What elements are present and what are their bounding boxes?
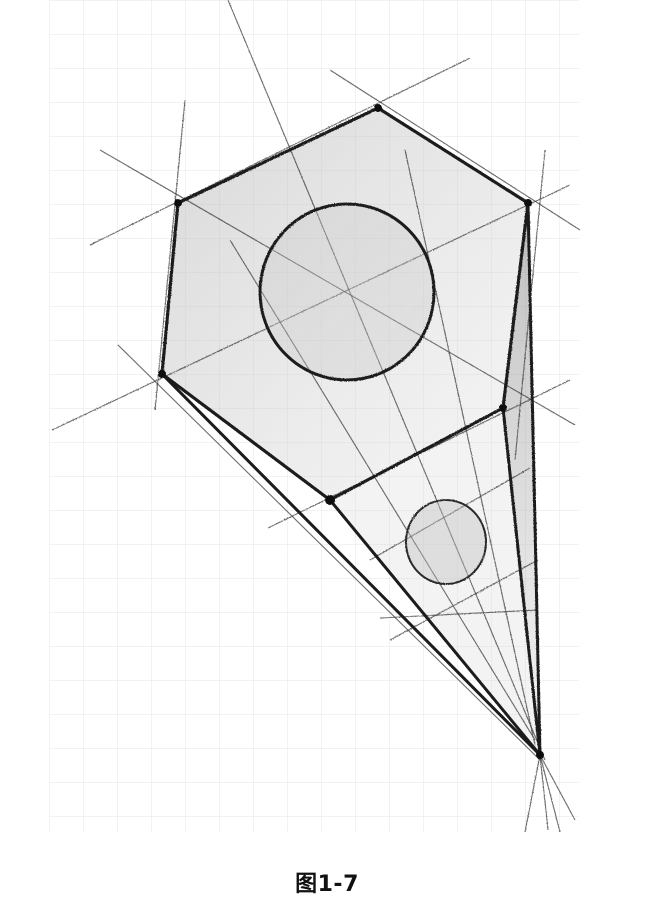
vertex-marks — [158, 104, 544, 759]
prism-edges — [160, 201, 542, 757]
figure-caption: 图1-7 — [295, 872, 359, 897]
inscribed-circle-large — [258, 202, 436, 382]
hexagonal-prism-sketch — [49, 0, 581, 833]
inscribed-circle-small — [405, 499, 487, 585]
